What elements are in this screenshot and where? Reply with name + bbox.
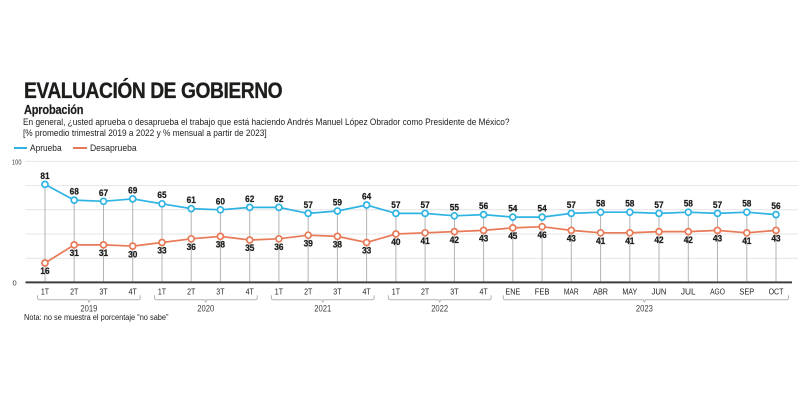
svg-text:2019: 2019: [80, 303, 97, 313]
svg-text:57: 57: [421, 200, 430, 211]
svg-text:MAR: MAR: [564, 288, 579, 297]
svg-text:60: 60: [216, 196, 225, 207]
svg-text:2020: 2020: [197, 303, 214, 313]
svg-text:3T: 3T: [450, 288, 458, 297]
svg-text:3T: 3T: [99, 288, 107, 297]
svg-text:43: 43: [771, 234, 780, 245]
svg-text:41: 41: [421, 236, 431, 247]
svg-text:54: 54: [538, 204, 548, 215]
svg-text:42: 42: [450, 235, 459, 246]
svg-text:2T: 2T: [187, 288, 195, 297]
svg-text:4T: 4T: [246, 288, 254, 297]
svg-text:2T: 2T: [304, 288, 312, 297]
svg-text:3T: 3T: [333, 288, 341, 297]
svg-text:2T: 2T: [421, 288, 429, 297]
svg-text:SEP: SEP: [739, 288, 754, 297]
svg-text:31: 31: [99, 248, 109, 259]
svg-text:39: 39: [304, 238, 313, 249]
svg-text:35: 35: [245, 243, 255, 254]
svg-text:68: 68: [70, 187, 79, 198]
svg-text:57: 57: [391, 200, 400, 211]
svg-text:30: 30: [128, 249, 137, 260]
svg-text:100: 100: [12, 157, 22, 166]
svg-text:4T: 4T: [129, 288, 137, 297]
svg-text:57: 57: [304, 200, 313, 211]
svg-text:54: 54: [508, 204, 518, 215]
svg-text:42: 42: [684, 235, 693, 246]
svg-text:59: 59: [333, 198, 342, 209]
svg-text:64: 64: [362, 192, 372, 203]
svg-text:67: 67: [99, 188, 108, 199]
svg-text:45: 45: [508, 231, 518, 242]
svg-text:43: 43: [479, 234, 488, 245]
svg-text:1T: 1T: [158, 288, 166, 297]
svg-text:57: 57: [713, 200, 722, 211]
svg-text:61: 61: [187, 195, 197, 206]
svg-text:2T: 2T: [70, 288, 78, 297]
svg-text:4T: 4T: [480, 288, 488, 297]
svg-text:41: 41: [742, 236, 752, 247]
svg-text:2023: 2023: [636, 303, 653, 313]
svg-text:AGO: AGO: [710, 288, 725, 297]
svg-text:33: 33: [362, 246, 371, 257]
svg-text:16: 16: [40, 266, 49, 277]
svg-text:FEB: FEB: [535, 288, 550, 297]
svg-text:42: 42: [654, 235, 663, 246]
svg-text:ENE: ENE: [505, 288, 520, 297]
svg-text:43: 43: [567, 234, 576, 245]
svg-text:1T: 1T: [275, 288, 283, 297]
svg-text:58: 58: [742, 199, 751, 210]
svg-text:43: 43: [713, 234, 722, 245]
svg-text:58: 58: [625, 199, 634, 210]
svg-text:58: 58: [684, 199, 693, 210]
svg-text:56: 56: [771, 201, 780, 212]
svg-text:57: 57: [654, 200, 663, 211]
svg-text:31: 31: [70, 248, 80, 259]
svg-text:1T: 1T: [41, 288, 49, 297]
svg-text:69: 69: [128, 185, 137, 196]
svg-text:2022: 2022: [431, 303, 448, 313]
svg-text:2021: 2021: [314, 303, 331, 313]
svg-text:MAY: MAY: [622, 288, 637, 297]
svg-text:3T: 3T: [216, 288, 224, 297]
svg-text:58: 58: [596, 199, 605, 210]
svg-text:36: 36: [187, 242, 196, 253]
svg-text:81: 81: [40, 171, 50, 182]
svg-text:33: 33: [157, 246, 166, 257]
svg-text:1T: 1T: [392, 288, 400, 297]
svg-text:62: 62: [245, 194, 254, 205]
svg-text:36: 36: [274, 242, 283, 253]
svg-text:56: 56: [479, 201, 488, 212]
svg-text:38: 38: [333, 240, 342, 251]
svg-text:ABR: ABR: [593, 288, 608, 297]
svg-text:JUL: JUL: [681, 288, 696, 297]
svg-text:0: 0: [13, 278, 17, 287]
svg-text:41: 41: [596, 236, 606, 247]
svg-text:46: 46: [538, 230, 547, 241]
svg-text:55: 55: [450, 202, 460, 213]
svg-text:65: 65: [157, 190, 167, 201]
svg-text:40: 40: [391, 237, 400, 248]
svg-text:4T: 4T: [363, 288, 371, 297]
svg-text:38: 38: [216, 240, 225, 251]
svg-text:OCT: OCT: [769, 288, 784, 297]
svg-text:JUN: JUN: [652, 288, 667, 297]
svg-text:57: 57: [567, 200, 576, 211]
svg-text:41: 41: [625, 236, 635, 247]
svg-text:62: 62: [274, 194, 283, 205]
